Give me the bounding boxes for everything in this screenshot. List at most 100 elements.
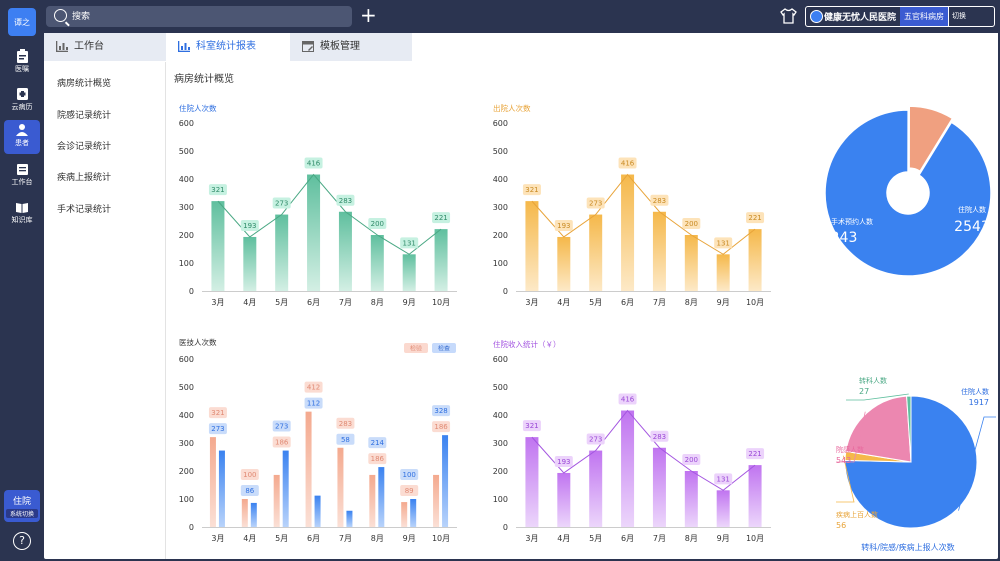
rail-item-cloud-record[interactable]: 云病历 (4, 84, 40, 118)
tab-template-management[interactable]: 模板管理 (290, 33, 412, 61)
trend-line (531, 409, 756, 491)
bar (557, 472, 571, 527)
template-icon (302, 41, 314, 52)
help-icon[interactable]: ? (13, 532, 31, 550)
x-tick-label: 8月 (371, 298, 384, 307)
rail-item-label: 医嘱 (15, 65, 29, 73)
y-tick-label: 300 (493, 439, 508, 448)
x-tick-label: 6月 (307, 298, 320, 307)
rail-item-knowledge[interactable]: 知识库 (4, 198, 40, 232)
data-label: 273 (275, 200, 288, 208)
data-label: 131 (403, 239, 416, 247)
slice-label: 住院人数 (958, 205, 986, 214)
data-label-bg (586, 197, 605, 209)
shirt-icon[interactable] (780, 8, 797, 24)
hospital-name: 健康无忧人民医院 (806, 10, 900, 23)
bar-chart-icon (56, 41, 68, 52)
mode-switch[interactable]: 住院 系统切换 (4, 490, 40, 522)
data-label-bg (714, 237, 733, 249)
x-tick-label: 4月 (557, 534, 570, 543)
bar-series-1 (273, 474, 280, 527)
app-logo[interactable]: 谭之 (8, 8, 36, 36)
data-label: 200 (685, 456, 698, 464)
y-tick-label: 100 (493, 259, 508, 268)
y-tick-label: 500 (179, 147, 194, 156)
data-label-bg (336, 417, 355, 429)
data-label-bg (586, 433, 605, 445)
tab-department-report[interactable]: 科室统计报表 (166, 33, 288, 61)
mode-label: 住院 (12, 497, 31, 507)
slice-label: 疾病上百人数 (836, 510, 878, 519)
leader-line (958, 416, 996, 511)
y-tick-label: 0 (189, 287, 194, 296)
tab-label: 工作台 (74, 41, 104, 52)
x-tick-label: 10月 (746, 298, 764, 307)
legend-item: 检查 (438, 345, 450, 353)
data-label: 186 (371, 455, 385, 463)
bar (589, 214, 603, 291)
bar-series-1 (433, 474, 440, 527)
leader-line (846, 393, 909, 401)
legend-item-bg (432, 343, 456, 353)
data-label: 100 (403, 471, 416, 479)
y-tick-label: 500 (493, 147, 508, 156)
data-label-bg (368, 453, 387, 465)
y-tick-label: 300 (493, 203, 508, 212)
slice-value: 1917 (969, 398, 989, 407)
y-tick-label: 400 (179, 411, 194, 420)
bar (748, 229, 762, 291)
data-label: 186 (434, 423, 448, 431)
rail-item-label: 患者 (15, 139, 29, 147)
bar (652, 211, 666, 291)
y-tick-label: 300 (179, 203, 194, 212)
rail-item-label: 云病历 (11, 103, 33, 111)
data-label-bg (240, 219, 259, 231)
data-label-bg (208, 407, 227, 419)
menu-item-ward-overview[interactable]: 病房统计概览 (57, 79, 112, 89)
data-label: 273 (211, 425, 224, 433)
x-tick-label: 9月 (717, 298, 730, 307)
rail-item-patient[interactable]: 患者 (4, 120, 40, 154)
search-input[interactable] (72, 9, 342, 24)
ward-name: 五官科病房 (900, 7, 949, 26)
tab-workbench[interactable]: 工作台 (44, 33, 166, 61)
bar-series-1 (337, 447, 344, 527)
menu-item-infection[interactable]: 院感记录统计 (57, 111, 112, 121)
bar-series-2 (442, 435, 449, 527)
ward-switch-button[interactable]: 切换 (948, 7, 969, 26)
bar-series-2 (378, 467, 385, 527)
legend-item-bg (404, 343, 428, 353)
data-label: 100 (243, 471, 256, 479)
data-label-bg (432, 421, 451, 433)
add-button[interactable]: + (360, 3, 377, 27)
rail-item-orders[interactable]: 医嘱 (4, 46, 40, 80)
rail-item-workbench[interactable]: 工作台 (4, 160, 40, 194)
y-tick-label: 600 (179, 119, 194, 128)
rail-item-label: 工作台 (11, 178, 33, 186)
bar (211, 201, 225, 291)
menu-item-disease-report[interactable]: 疾病上报统计 (57, 173, 112, 183)
y-tick-label: 600 (179, 355, 194, 364)
y-tick-label: 500 (179, 383, 194, 392)
y-tick-label: 200 (179, 467, 194, 476)
menu-item-surgery[interactable]: 手术记录统计 (57, 205, 112, 215)
pie-slice (908, 105, 954, 173)
data-label-bg (432, 405, 451, 417)
leader-line (836, 411, 866, 463)
y-tick-label: 600 (493, 119, 508, 128)
data-label: 321 (525, 186, 538, 194)
hospital-selector[interactable]: 健康无忧人民医院 五官科病房 切换 (805, 6, 995, 27)
data-label: 193 (243, 222, 256, 230)
page-title: 病房统计概览 (174, 74, 234, 85)
x-tick-label: 3月 (525, 534, 538, 543)
bar (621, 410, 635, 527)
data-label: 89 (405, 487, 414, 495)
bar-series-2 (314, 495, 321, 527)
menu-item-consultation[interactable]: 会诊记录统计 (57, 142, 112, 152)
mode-switch-label: 系统切换 (6, 509, 38, 518)
tab-bar: 工作台 科室统计报表 模板管理 (44, 33, 998, 62)
tab-label: 科室统计报表 (196, 41, 256, 52)
slice-value: 543 (836, 456, 851, 465)
bar-series-1 (305, 411, 312, 527)
data-label: 200 (371, 220, 384, 228)
